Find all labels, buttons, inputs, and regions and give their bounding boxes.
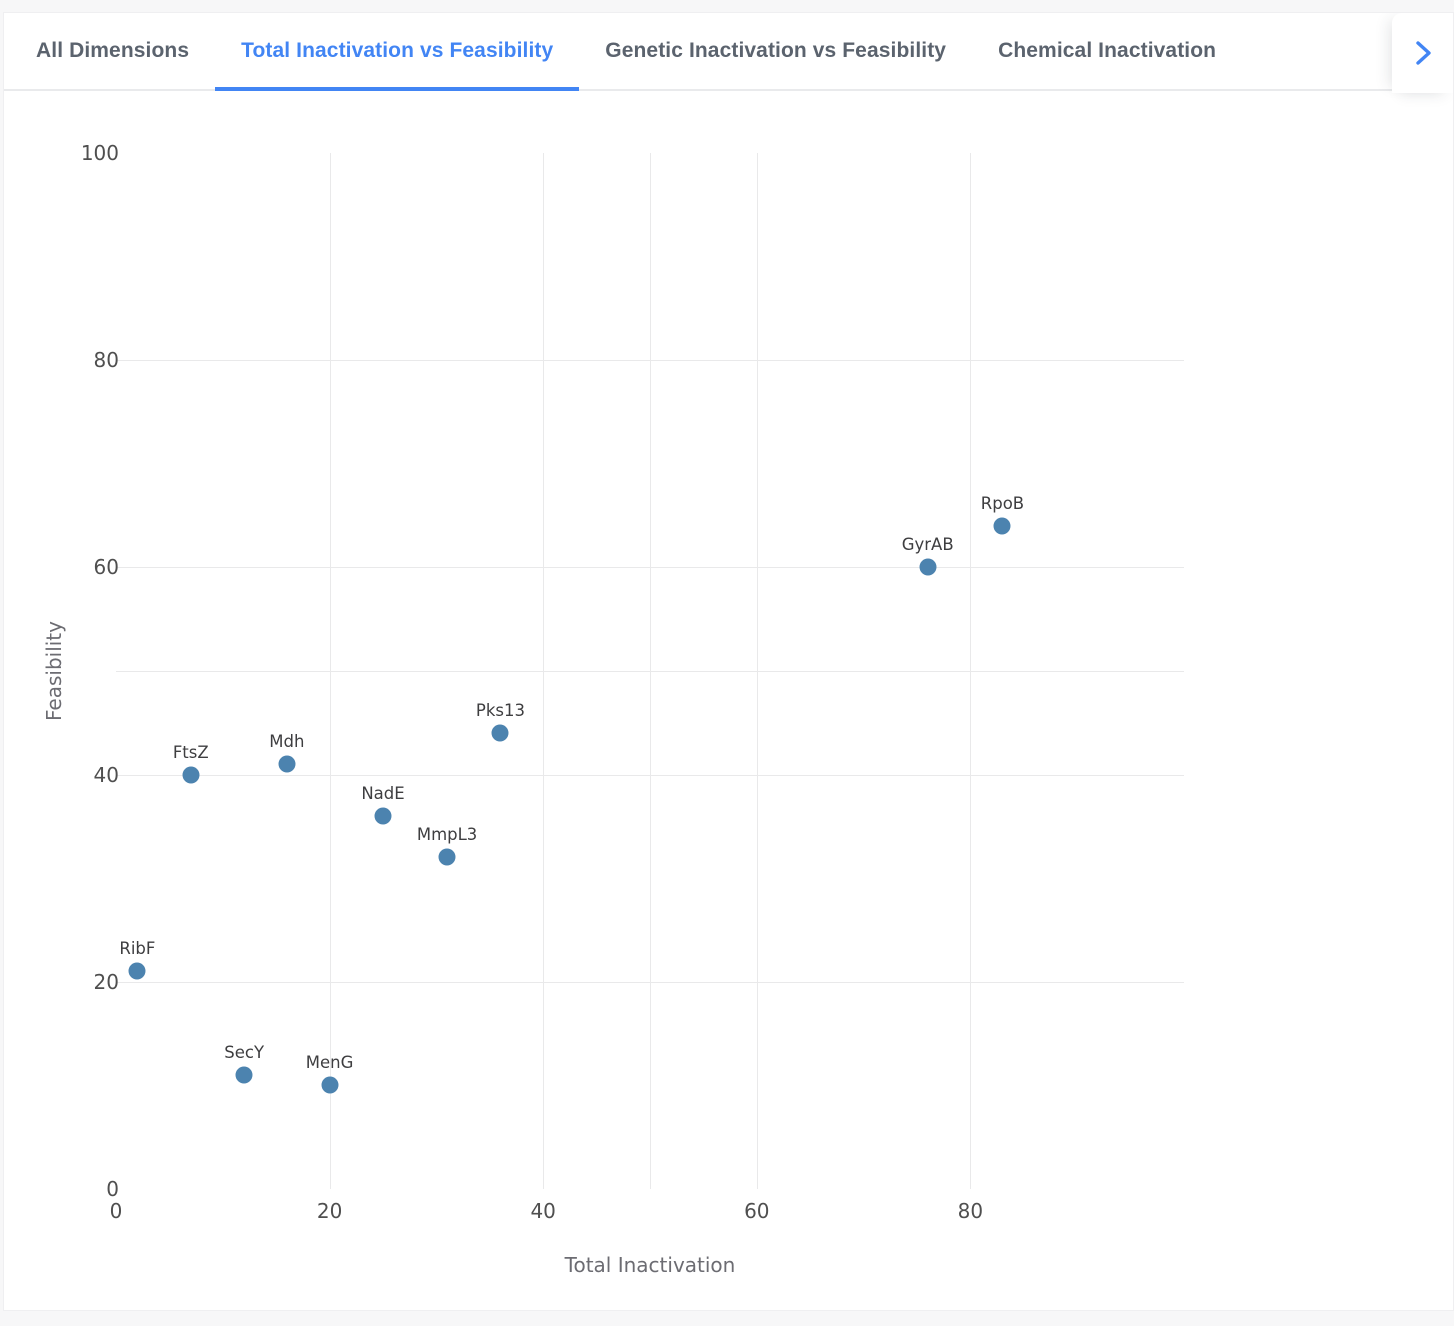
scatter-chart: 0 20 40 60 80 0 20 40 60 80 100 Total Inactivation F… — [4, 93, 1453, 1310]
data-point-mdh[interactable] — [278, 755, 296, 773]
y-axis-title: Feasibility — [42, 621, 66, 721]
x-tick-label-60: 60 — [744, 1199, 770, 1223]
gridline-y-20 — [116, 981, 1184, 983]
y-tick-label-100: 100 — [80, 141, 119, 165]
y-tick-label-80: 80 — [93, 348, 119, 373]
point-label-mdh: Mdh — [269, 732, 305, 752]
x-tick-label-40: 40 — [530, 1199, 556, 1223]
gridline-y-40 — [116, 774, 1184, 776]
y-tick-label-20: 20 — [93, 969, 119, 994]
chart-card: All Dimensions Total Inactivation vs Feas… — [3, 12, 1454, 1311]
data-point-pks13[interactable] — [491, 724, 509, 742]
tabs-scroll-right-button[interactable] — [1392, 13, 1453, 93]
gridline-y-50 — [116, 671, 1184, 672]
point-label-mmpl3: MmpL3 — [416, 825, 478, 845]
tab-genetic-inactivation-vs-feasibility[interactable]: Genetic Inactivation vs Feasibility — [605, 39, 947, 62]
y-tick-label-60: 60 — [93, 555, 119, 580]
data-point-mmpl3[interactable] — [438, 848, 456, 866]
gridline-y-60 — [116, 567, 1184, 569]
data-point-meng[interactable] — [321, 1076, 339, 1094]
data-point-gyrab[interactable] — [919, 558, 937, 576]
chevron-right-icon — [1415, 41, 1431, 65]
point-label-gyrab: GyrAB — [901, 535, 954, 555]
x-axis-title: Total Inactivation — [564, 1253, 736, 1277]
x-tick-label-0: 0 — [109, 1199, 123, 1223]
point-label-rpob: RpoB — [980, 493, 1025, 513]
y-tick-label-0: 0 — [106, 1177, 119, 1201]
x-tick-label-80: 80 — [957, 1199, 984, 1223]
data-point-ftsz[interactable] — [182, 766, 200, 784]
gridline-y-80 — [116, 360, 1184, 362]
tab-all-dimensions[interactable]: All Dimensions — [36, 39, 190, 62]
point-label-ribf: RibF — [119, 939, 156, 959]
tab-total-inactivation-vs-feasibility[interactable]: Total Inactivation vs Feasibility — [215, 13, 580, 91]
point-label-secy: SecY — [224, 1043, 265, 1063]
point-label-nade: NadE — [361, 784, 405, 804]
data-point-secy[interactable] — [235, 1066, 253, 1084]
x-tick-label-20: 20 — [316, 1199, 343, 1223]
data-point-nade[interactable] — [374, 807, 392, 825]
tab-chemical-inactivation[interactable]: Chemical Inactivation — [998, 39, 1217, 62]
data-point-ribf[interactable] — [128, 962, 146, 980]
point-label-meng: MenG — [305, 1053, 354, 1073]
y-tick-label-40: 40 — [93, 762, 119, 787]
data-point-rpob[interactable] — [993, 517, 1011, 535]
point-label-pks13: Pks13 — [475, 701, 526, 721]
tab-bar: All Dimensions Total Inactivation vs Feas… — [4, 13, 1453, 91]
point-label-ftsz: FtsZ — [172, 742, 209, 762]
